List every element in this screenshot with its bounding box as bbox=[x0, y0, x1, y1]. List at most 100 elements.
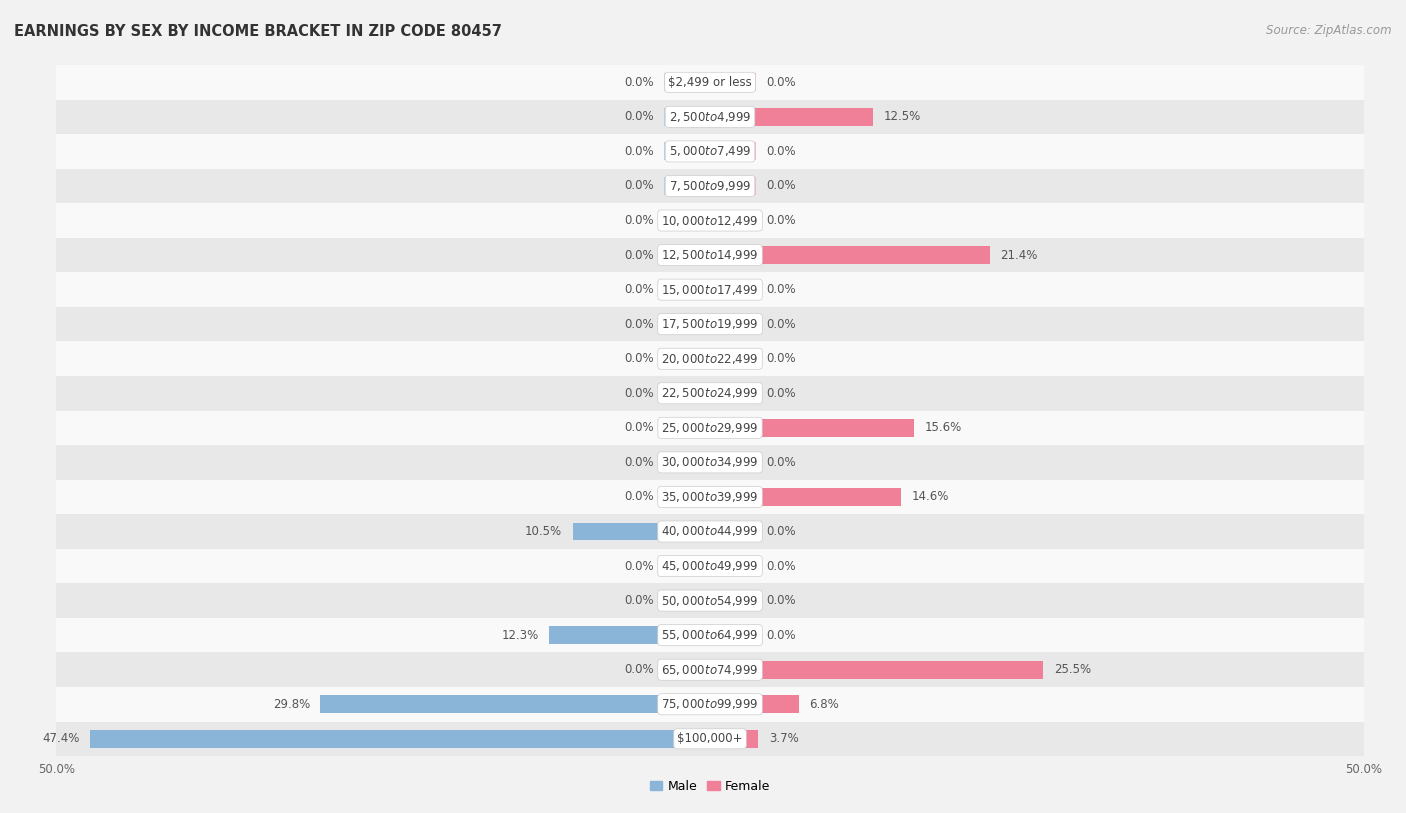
Bar bbox=[56, 237, 1364, 272]
Text: 0.0%: 0.0% bbox=[766, 76, 796, 89]
Bar bbox=[710, 730, 758, 748]
Text: 47.4%: 47.4% bbox=[42, 733, 80, 746]
Bar bbox=[56, 272, 1364, 307]
Bar bbox=[56, 99, 1364, 134]
Text: 0.0%: 0.0% bbox=[624, 421, 654, 434]
Bar bbox=[710, 592, 756, 610]
Bar bbox=[56, 168, 1364, 203]
Text: 0.0%: 0.0% bbox=[624, 456, 654, 469]
Text: 0.0%: 0.0% bbox=[624, 387, 654, 400]
Bar bbox=[56, 652, 1364, 687]
Text: 0.0%: 0.0% bbox=[766, 559, 796, 572]
Text: EARNINGS BY SEX BY INCOME BRACKET IN ZIP CODE 80457: EARNINGS BY SEX BY INCOME BRACKET IN ZIP… bbox=[14, 24, 502, 39]
Text: 0.0%: 0.0% bbox=[624, 249, 654, 262]
Bar bbox=[710, 419, 914, 437]
Text: $25,000 to $29,999: $25,000 to $29,999 bbox=[661, 421, 759, 435]
Bar bbox=[56, 722, 1364, 756]
Text: 6.8%: 6.8% bbox=[810, 698, 839, 711]
Text: 0.0%: 0.0% bbox=[624, 111, 654, 124]
Text: 0.0%: 0.0% bbox=[766, 456, 796, 469]
Text: 0.0%: 0.0% bbox=[766, 594, 796, 607]
Bar bbox=[710, 661, 1043, 679]
Text: $17,500 to $19,999: $17,500 to $19,999 bbox=[661, 317, 759, 331]
Bar bbox=[664, 315, 710, 333]
Bar bbox=[710, 350, 756, 367]
Bar bbox=[710, 73, 756, 91]
Text: 25.5%: 25.5% bbox=[1054, 663, 1091, 676]
Bar bbox=[56, 618, 1364, 652]
Bar bbox=[710, 211, 756, 229]
Text: 0.0%: 0.0% bbox=[624, 145, 654, 158]
Text: 0.0%: 0.0% bbox=[766, 180, 796, 193]
Bar bbox=[710, 488, 901, 506]
Text: $22,500 to $24,999: $22,500 to $24,999 bbox=[661, 386, 759, 400]
Text: 0.0%: 0.0% bbox=[624, 214, 654, 227]
Text: 12.3%: 12.3% bbox=[502, 628, 538, 641]
Bar bbox=[710, 177, 756, 195]
Text: 0.0%: 0.0% bbox=[766, 628, 796, 641]
Bar bbox=[664, 246, 710, 264]
Bar bbox=[664, 177, 710, 195]
Bar bbox=[572, 523, 710, 541]
Bar bbox=[664, 142, 710, 160]
Bar bbox=[664, 108, 710, 126]
Bar bbox=[710, 385, 756, 402]
Bar bbox=[664, 419, 710, 437]
Text: 3.7%: 3.7% bbox=[769, 733, 799, 746]
Bar bbox=[710, 315, 756, 333]
Text: $45,000 to $49,999: $45,000 to $49,999 bbox=[661, 559, 759, 573]
Text: 0.0%: 0.0% bbox=[624, 490, 654, 503]
Bar bbox=[56, 134, 1364, 168]
Text: $50,000 to $54,999: $50,000 to $54,999 bbox=[661, 593, 759, 607]
Bar bbox=[56, 341, 1364, 376]
Text: 0.0%: 0.0% bbox=[624, 594, 654, 607]
Bar bbox=[664, 592, 710, 610]
Text: $10,000 to $12,499: $10,000 to $12,499 bbox=[661, 214, 759, 228]
Text: 0.0%: 0.0% bbox=[624, 180, 654, 193]
Text: $7,500 to $9,999: $7,500 to $9,999 bbox=[669, 179, 751, 193]
Text: $2,500 to $4,999: $2,500 to $4,999 bbox=[669, 110, 751, 124]
Bar bbox=[56, 445, 1364, 480]
Bar bbox=[56, 411, 1364, 445]
Text: 0.0%: 0.0% bbox=[624, 283, 654, 296]
Bar bbox=[56, 376, 1364, 411]
Text: 0.0%: 0.0% bbox=[624, 318, 654, 331]
Text: 0.0%: 0.0% bbox=[766, 318, 796, 331]
Bar bbox=[90, 730, 710, 748]
Text: 0.0%: 0.0% bbox=[624, 76, 654, 89]
Text: $40,000 to $44,999: $40,000 to $44,999 bbox=[661, 524, 759, 538]
Bar bbox=[710, 626, 756, 644]
Text: $100,000+: $100,000+ bbox=[678, 733, 742, 746]
Text: 21.4%: 21.4% bbox=[1000, 249, 1038, 262]
Bar bbox=[56, 549, 1364, 583]
Text: $55,000 to $64,999: $55,000 to $64,999 bbox=[661, 628, 759, 642]
Bar bbox=[710, 557, 756, 575]
Text: 14.6%: 14.6% bbox=[911, 490, 949, 503]
Bar bbox=[56, 583, 1364, 618]
Text: 0.0%: 0.0% bbox=[766, 214, 796, 227]
Bar bbox=[664, 661, 710, 679]
Bar bbox=[710, 454, 756, 472]
Bar bbox=[664, 211, 710, 229]
Text: $35,000 to $39,999: $35,000 to $39,999 bbox=[661, 490, 759, 504]
Bar bbox=[710, 523, 756, 541]
Text: 0.0%: 0.0% bbox=[766, 283, 796, 296]
Text: Source: ZipAtlas.com: Source: ZipAtlas.com bbox=[1267, 24, 1392, 37]
Bar bbox=[56, 65, 1364, 99]
Text: 0.0%: 0.0% bbox=[766, 352, 796, 365]
Text: 0.0%: 0.0% bbox=[766, 387, 796, 400]
Text: 10.5%: 10.5% bbox=[526, 525, 562, 538]
Text: 0.0%: 0.0% bbox=[624, 663, 654, 676]
Text: $20,000 to $22,499: $20,000 to $22,499 bbox=[661, 352, 759, 366]
Bar bbox=[664, 488, 710, 506]
Bar bbox=[56, 203, 1364, 237]
Bar bbox=[56, 307, 1364, 341]
Text: 0.0%: 0.0% bbox=[766, 145, 796, 158]
Bar bbox=[664, 280, 710, 298]
Bar bbox=[710, 108, 873, 126]
Text: $65,000 to $74,999: $65,000 to $74,999 bbox=[661, 663, 759, 676]
Text: 0.0%: 0.0% bbox=[766, 525, 796, 538]
Bar bbox=[56, 514, 1364, 549]
Bar bbox=[710, 695, 799, 713]
Text: 15.6%: 15.6% bbox=[925, 421, 962, 434]
